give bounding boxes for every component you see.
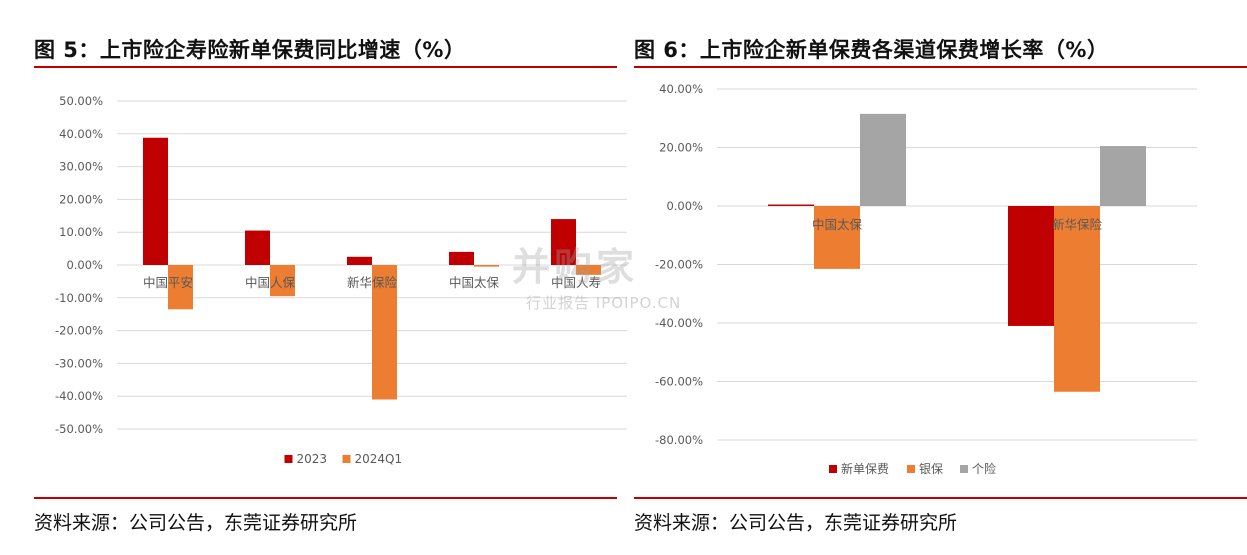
bar-2024Q1: [576, 265, 601, 275]
legend-label: 个险: [972, 461, 996, 476]
category-label: 中国太保: [449, 275, 500, 290]
bar-2023: [551, 219, 576, 265]
legend-label: 新单保费: [841, 461, 889, 476]
figure-6-source: 资料来源：公司公告，东莞证券研究所: [634, 512, 958, 534]
legend-label: 2023: [297, 452, 328, 466]
legend-swatch: [907, 465, 915, 473]
figure-5-chart: 50.00% 40.00% 30.00% 20.00% 10.00% 0.00% -10.0…: [55, 94, 627, 466]
y-tick-label: 0.00%: [66, 258, 103, 272]
y-tick-label: 40.00%: [659, 82, 703, 96]
figure-5-bottom-rule: [34, 497, 617, 499]
category-label: 中国人保: [245, 275, 296, 290]
bar-2024Q1: [270, 265, 295, 297]
y-tick-label: 20.00%: [659, 141, 703, 155]
y-tick-label: -40.00%: [655, 316, 703, 330]
legend-swatch: [284, 455, 293, 463]
figure-6-panel: 图 6：上市险企新单保费各渠道保费增长率（%） 40.00% 20.00% 0.00…: [617, 0, 1247, 555]
bar-2023: [347, 256, 372, 265]
y-tick-label: -20.00%: [655, 258, 703, 272]
figure-6-top-rule: [634, 66, 1247, 68]
category-label: 中国平安: [143, 275, 193, 290]
y-tick-label: -30.00%: [55, 356, 103, 370]
figure-5-title: 图 5：上市险企寿险新单保费同比增速（%）: [34, 38, 466, 62]
figure-5-panel: 图 5：上市险企寿险新单保费同比增速（%） 50.00% 40.00% 30.00%…: [0, 0, 627, 555]
bar-银保: [814, 206, 860, 269]
y-tick-label: -10.00%: [55, 291, 103, 305]
bar-2024Q1: [474, 265, 499, 267]
bar-新单保费: [1008, 206, 1054, 326]
y-tick-label: 10.00%: [59, 225, 103, 239]
category-label: 中国人寿: [551, 275, 601, 290]
bar-2024Q1: [168, 265, 193, 310]
bar-2023: [449, 251, 474, 265]
y-tick-label: 20.00%: [59, 192, 103, 206]
bar-个险: [860, 113, 906, 206]
bar-银保: [1054, 206, 1100, 392]
legend-label: 2024Q1: [355, 452, 403, 466]
bar-2023: [143, 137, 168, 265]
y-tick-label: -80.00%: [655, 433, 703, 447]
y-tick-label: 30.00%: [59, 160, 103, 174]
bar-新单保费: [768, 204, 814, 206]
bar-2024Q1: [372, 265, 397, 400]
y-tick-label: -60.00%: [655, 375, 703, 389]
bar-2023: [245, 230, 270, 265]
bar-个险: [1100, 146, 1146, 206]
figure-5-source: 资料来源：公司公告，东莞证券研究所: [34, 512, 358, 534]
y-tick-label: 50.00%: [59, 94, 103, 108]
y-tick-label: -50.00%: [55, 422, 103, 436]
y-tick-label: -40.00%: [55, 389, 103, 403]
legend-swatch: [342, 455, 351, 463]
figure-6-bottom-rule: [634, 497, 1247, 499]
figure-5-top-rule: [34, 66, 617, 68]
category-label: 新华保险: [1052, 217, 1103, 232]
category-label: 中国太保: [812, 217, 863, 232]
figure-6-chart: 40.00% 20.00% 0.00% -20.00% -40.00% -60.00% -8…: [655, 82, 1197, 476]
y-tick-label: 0.00%: [666, 199, 703, 213]
y-tick-label: 40.00%: [59, 127, 103, 141]
legend-label: 银保: [919, 462, 943, 476]
legend-swatch: [960, 465, 968, 473]
legend-swatch: [829, 465, 837, 473]
figure-6-title: 图 6：上市险企新单保费各渠道保费增长率（%）: [634, 38, 1109, 62]
category-label: 新华保险: [347, 275, 398, 290]
y-tick-label: -20.00%: [55, 324, 103, 338]
